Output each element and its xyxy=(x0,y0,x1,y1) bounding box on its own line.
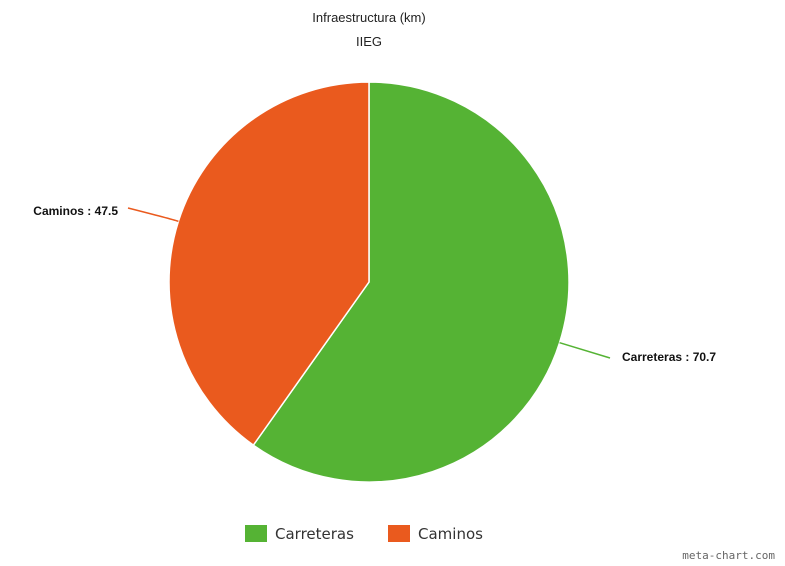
pie-slices xyxy=(168,81,570,483)
legend: Carreteras Caminos xyxy=(245,525,483,543)
pie-slice-caminos xyxy=(168,81,370,447)
slice-label-carreteras: Carreteras : 70.7 xyxy=(622,350,716,364)
leader-line-caminos xyxy=(127,207,179,223)
chart-subtitle: IIEG xyxy=(356,34,382,49)
pie-slice-carreteras xyxy=(252,81,570,483)
legend-label-caminos: Caminos xyxy=(418,525,483,543)
legend-swatch-carreteras xyxy=(245,525,267,542)
chart-title: Infraestructura (km) xyxy=(312,10,425,25)
slice-label-caminos: Caminos : 47.5 xyxy=(33,204,118,218)
legend-swatch-caminos xyxy=(388,525,410,542)
credit-text: meta-chart.com xyxy=(682,549,775,562)
slice-leader-lines xyxy=(127,207,611,359)
leader-line-carreteras xyxy=(559,341,611,359)
legend-label-carreteras: Carreteras xyxy=(275,525,354,543)
